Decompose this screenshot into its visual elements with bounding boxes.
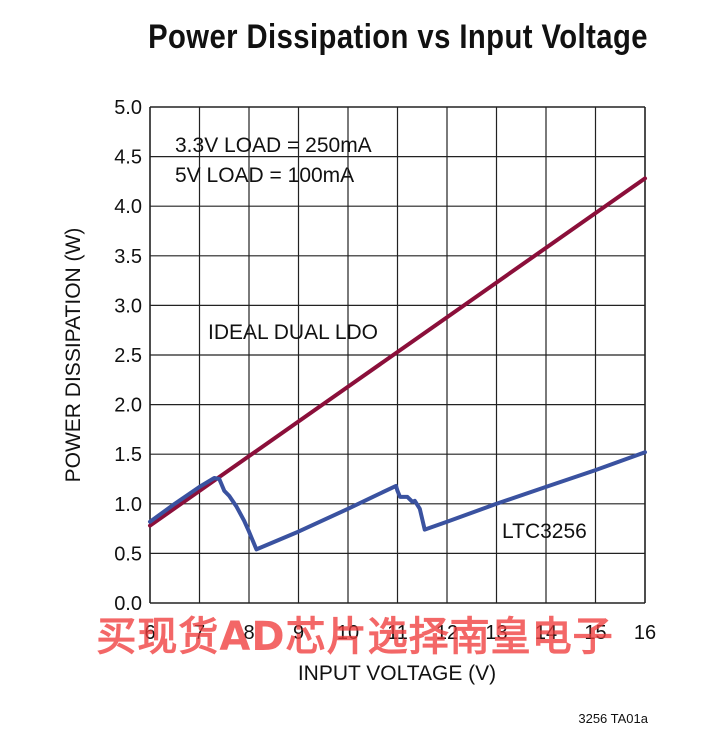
y-tick-label: 1.5 [114, 444, 142, 466]
x-tick-label: 10 [337, 622, 359, 644]
y-axis-label: POWER DISSIPATION (W) [62, 228, 85, 483]
x-tick-label: 6 [144, 622, 155, 644]
x-axis-label: INPUT VOLTAGE (V) [298, 662, 496, 685]
series-label-ideal-dual-ldo: IDEAL DUAL LDO [208, 321, 378, 344]
annotation-load-3v3: 3.3V LOAD = 250mA [175, 134, 372, 157]
chart-title: Power Dissipation vs Input Voltage [148, 18, 648, 56]
annotation-load-5v: 5V LOAD = 100mA [175, 164, 354, 187]
y-axis-ticks: 0.0 0.5 1.0 1.5 2.0 2.5 3.0 3.5 4.0 4.5 5.0 [114, 97, 142, 615]
figure-id: 3256 TA01a [578, 711, 648, 726]
series-label-ltc3256: LTC3256 [502, 520, 587, 543]
y-tick-label: 5.0 [114, 97, 142, 119]
x-tick-label: 7 [194, 622, 205, 644]
y-tick-label: 0.0 [114, 593, 142, 615]
x-tick-label: 9 [293, 622, 304, 644]
x-tick-label: 15 [584, 622, 606, 644]
x-tick-label: 8 [243, 622, 254, 644]
x-tick-label: 16 [634, 622, 656, 644]
series-lines [148, 176, 647, 552]
grid-lines [149, 106, 646, 604]
series-line-ltc3256 [148, 450, 647, 552]
x-tick-label: 14 [535, 622, 557, 644]
y-tick-label: 3.5 [114, 246, 142, 268]
series-line-ideal-dual-ldo [148, 176, 647, 528]
y-tick-label: 0.5 [114, 543, 142, 565]
x-axis-ticks: 6 7 8 9 10 11 12 13 14 15 16 [144, 622, 656, 644]
y-tick-label: 2.5 [114, 345, 142, 367]
y-tick-label: 4.5 [114, 147, 142, 169]
y-tick-label: 4.0 [114, 196, 142, 218]
y-tick-label: 1.0 [114, 494, 142, 516]
x-tick-label: 12 [436, 622, 458, 644]
x-tick-label: 13 [485, 622, 507, 644]
y-tick-label: 2.0 [114, 395, 142, 417]
x-tick-label: 11 [387, 622, 408, 644]
y-tick-label: 3.0 [114, 295, 142, 317]
